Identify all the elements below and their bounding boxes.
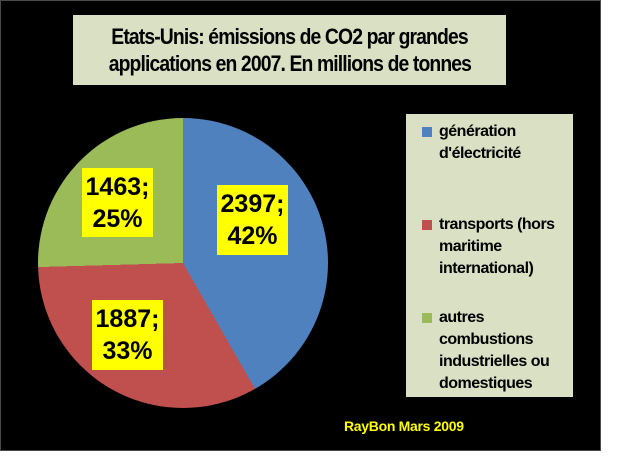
pie-data-label-transports-value: 1887; bbox=[95, 305, 160, 333]
pie-chart bbox=[38, 118, 328, 408]
pie-data-label-autres-value: 1463; bbox=[85, 172, 150, 201]
chart-area: Etats-Unis: émissions de CO2 par grandes… bbox=[0, 0, 601, 451]
pie-data-label-electricity-percent: 42% bbox=[227, 222, 278, 250]
pie-data-label-electricity: 2397; 42% bbox=[217, 185, 288, 255]
legend-item-transports: transports (hors maritime international) bbox=[422, 214, 567, 280]
legend-label-autres: autres combustions industrielles ou dome… bbox=[439, 309, 550, 392]
legend-label-electricity: génération d'électricité bbox=[439, 123, 521, 162]
chart-title-line-2: applications en 2007. En millions de ton… bbox=[108, 51, 471, 76]
pie-data-label-autres-percent: 25% bbox=[92, 204, 143, 233]
pie-data-label-transports: 1887; 33% bbox=[92, 300, 163, 370]
chart-title-box: Etats-Unis: émissions de CO2 par grandes… bbox=[73, 15, 506, 85]
credit-text: RayBon Mars 2009 bbox=[344, 418, 464, 434]
legend-marker-red-icon bbox=[422, 220, 432, 230]
chart-title-line-1: Etats-Unis: émissions de CO2 par grandes bbox=[111, 24, 468, 49]
legend-label-transports: transports (hors maritime international) bbox=[439, 216, 555, 277]
legend-item-electricity: génération d'électricité bbox=[422, 121, 567, 165]
legend-marker-green-icon bbox=[422, 313, 432, 323]
pie-data-label-autres: 1463; 25% bbox=[82, 168, 153, 237]
legend: génération d'électricité transports (hor… bbox=[406, 114, 573, 397]
pie-data-label-electricity-value: 2397; bbox=[220, 190, 285, 218]
legend-item-autres: autres combustions industrielles ou dome… bbox=[422, 307, 567, 395]
pie-data-label-transports-percent: 33% bbox=[102, 337, 153, 365]
legend-marker-blue-icon bbox=[422, 127, 432, 137]
